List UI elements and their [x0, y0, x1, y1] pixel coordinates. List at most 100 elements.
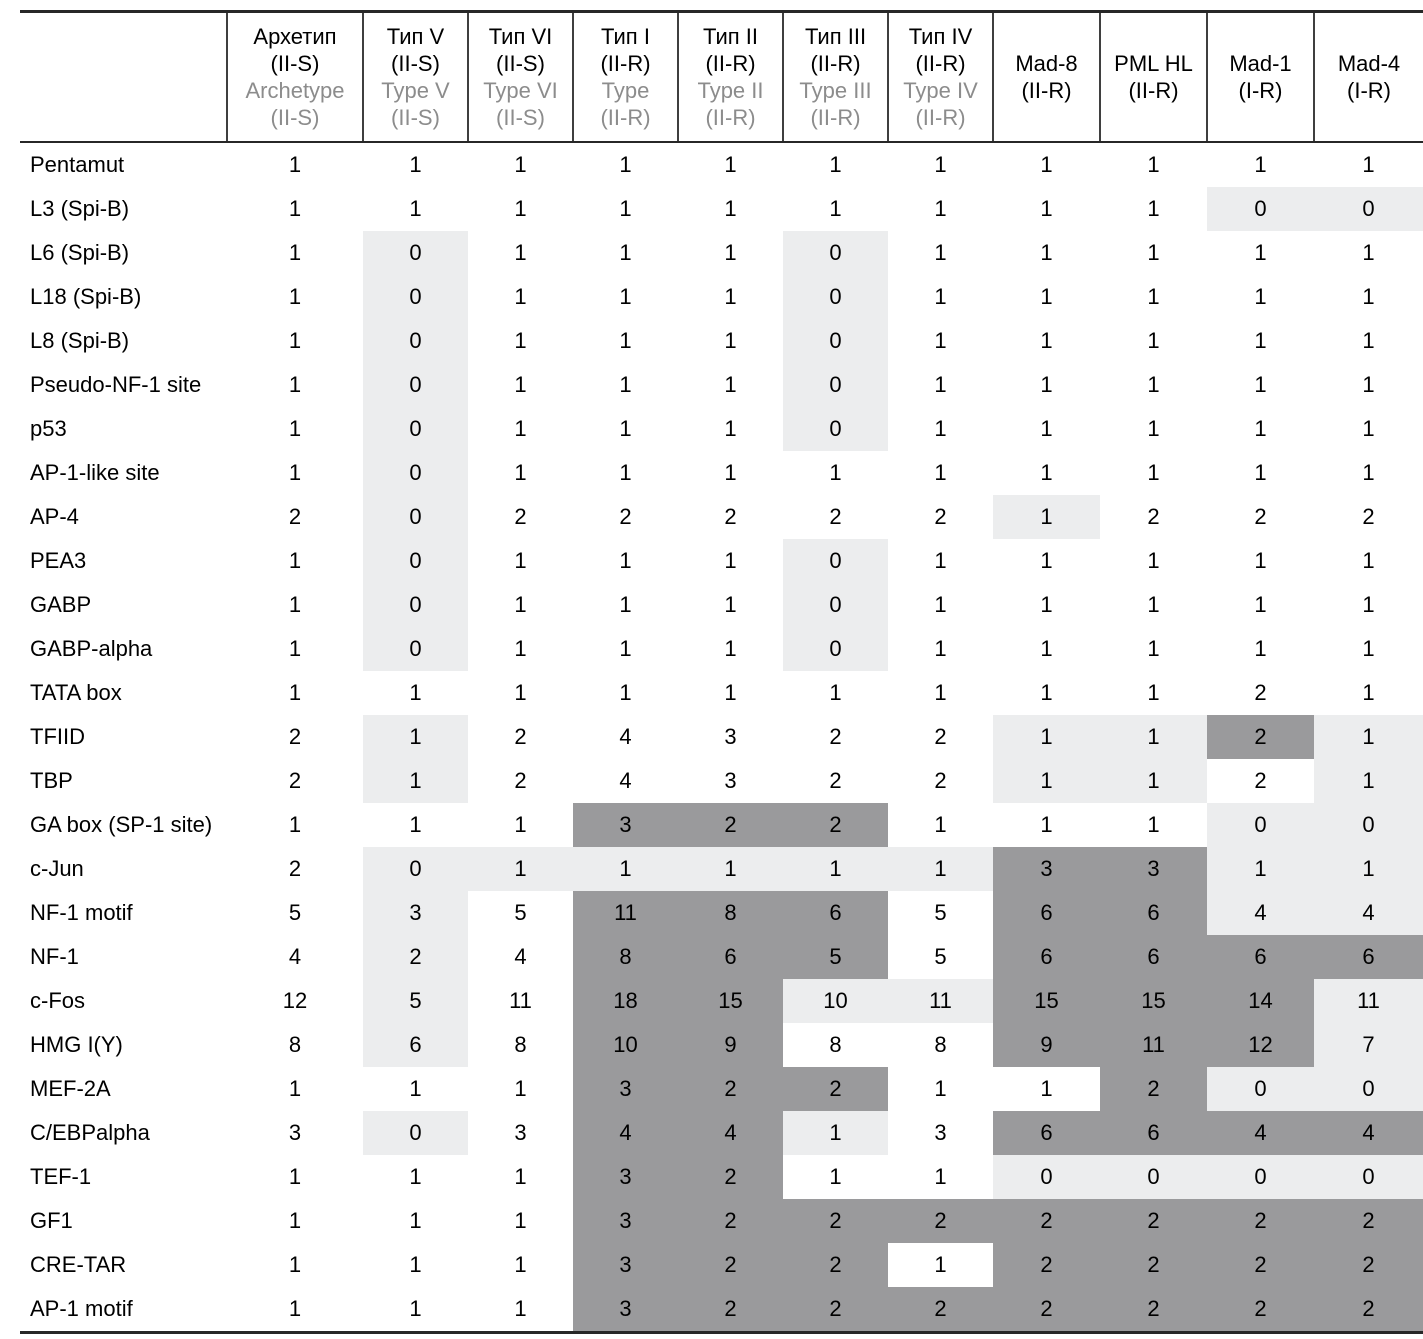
value-cell: 1 — [934, 240, 947, 265]
value-cell: 0 — [363, 495, 468, 539]
value-cell: 2 — [1100, 1287, 1207, 1334]
value-cell: 3 — [993, 847, 1100, 891]
column-subtitle-line: (II-R) — [810, 105, 861, 130]
column-subtitle-line: (II-S) — [496, 105, 545, 130]
value-cell: 18 — [573, 979, 678, 1023]
table-row: GF1 1 1 1 3 2 2 2 2 2 2 2 — [20, 1199, 1423, 1243]
value-cell: 2 — [1207, 715, 1314, 759]
column-header: Тип VI (II-S) Type VI (II-S) — [467, 10, 573, 143]
value-cell: 3 — [573, 1199, 678, 1243]
value-cell: 1 — [288, 152, 302, 177]
row-label: AP-4 — [30, 504, 79, 529]
value-cell: 1 — [934, 636, 947, 661]
column-title-line: Тип II — [702, 24, 758, 49]
table-row: c-Jun 2 0 1 1 1 1 1 3 3 1 1 — [20, 847, 1423, 891]
value-cell: 2 — [678, 803, 783, 847]
value-cell: 3 — [573, 803, 678, 847]
value-cell: 1 — [1362, 416, 1375, 441]
value-cell: 1 — [1362, 328, 1375, 353]
value-cell: 3 — [1100, 847, 1207, 891]
value-cell: 11 — [1314, 979, 1423, 1023]
value-cell: 2 — [1207, 1199, 1314, 1243]
value-cell: 15 — [1100, 979, 1207, 1023]
value-cell: 1 — [1314, 715, 1423, 759]
value-cell: 1 — [1040, 592, 1053, 617]
row-label: c-Fos — [30, 988, 85, 1013]
table-row: NF-1 4 2 4 8 6 5 5 6 6 6 6 — [20, 935, 1423, 979]
value-cell: 0 — [1207, 1155, 1314, 1199]
column-title-line: (I-R) — [1238, 78, 1283, 103]
row-label: L6 (Spi-B) — [30, 240, 130, 265]
value-cell: 1 — [288, 1252, 302, 1277]
value-cell: 4 — [1314, 1111, 1423, 1155]
value-cell: 2 — [724, 504, 737, 529]
column-title-line: (II-S) — [391, 51, 440, 76]
corner-header — [20, 10, 227, 143]
column-header: Mad-4 (I-R) — [1313, 10, 1423, 143]
value-cell: 1 — [1147, 636, 1160, 661]
value-cell: 1 — [783, 1111, 888, 1155]
value-cell: 2 — [934, 724, 947, 749]
value-cell: 1 — [934, 1252, 947, 1277]
value-cell: 2 — [1254, 680, 1267, 705]
value-cell: 3 — [514, 1120, 527, 1145]
value-cell: 1 — [288, 372, 302, 397]
value-cell: 7 — [1314, 1023, 1423, 1067]
value-cell: 1 — [888, 847, 993, 891]
table-row: C/EBPalpha 3 0 3 4 4 1 3 6 6 4 4 — [20, 1111, 1423, 1155]
value-cell: 1 — [934, 1164, 947, 1189]
value-cell: 0 — [1314, 1155, 1423, 1199]
value-cell: 1 — [1362, 284, 1375, 309]
column-title-line: (II-R) — [915, 51, 966, 76]
value-cell: 2 — [783, 1287, 888, 1334]
value-cell: 1 — [1040, 1076, 1053, 1101]
value-cell: 2 — [1254, 768, 1267, 793]
value-cell: 1 — [1147, 240, 1160, 265]
value-cell: 1 — [1207, 847, 1314, 891]
value-cell: 1 — [619, 460, 632, 485]
value-cell: 1 — [1147, 812, 1160, 837]
value-cell: 1 — [934, 548, 947, 573]
value-cell: 1 — [993, 495, 1100, 539]
value-cell: 8 — [514, 1032, 527, 1057]
column-title-line: Тип VI — [488, 24, 553, 49]
value-cell: 1 — [363, 1287, 468, 1334]
value-cell: 8 — [678, 891, 783, 935]
value-cell: 1 — [619, 680, 632, 705]
column-header: Mad-1 (I-R) — [1206, 10, 1314, 143]
value-cell: 2 — [1207, 1243, 1314, 1287]
value-cell: 15 — [993, 979, 1100, 1023]
column-title-line: (II-R) — [705, 51, 756, 76]
column-subtitle-line: (II-R) — [705, 105, 756, 130]
value-cell: 1 — [1147, 460, 1160, 485]
row-label: L8 (Spi-B) — [30, 328, 130, 353]
value-cell: 1 — [409, 1076, 422, 1101]
table-row: TEF-1 1 1 1 3 2 1 1 0 0 0 0 — [20, 1155, 1423, 1199]
value-cell: 2 — [783, 1199, 888, 1243]
value-cell: 0 — [363, 451, 468, 495]
column-header: Тип IV (II-R) Type IV (II-R) — [887, 10, 993, 143]
value-cell: 2 — [829, 768, 842, 793]
row-label: TBP — [30, 768, 73, 793]
value-cell: 1 — [409, 1252, 422, 1277]
value-cell: 1 — [1147, 680, 1160, 705]
row-label: NF-1 — [30, 944, 79, 969]
column-title-line: (II-R) — [600, 51, 651, 76]
column-header: Архетип (II-S) Archetype (II-S) — [226, 10, 363, 143]
value-cell: 3 — [573, 1287, 678, 1334]
value-cell: 0 — [1314, 803, 1423, 847]
value-cell: 1 — [1147, 284, 1160, 309]
value-cell: 1 — [1362, 460, 1375, 485]
value-cell: 1 — [1100, 759, 1207, 803]
row-label: HMG I(Y) — [30, 1032, 123, 1057]
value-cell: 0 — [783, 539, 888, 583]
value-cell: 2 — [288, 856, 302, 881]
value-cell: 1 — [934, 812, 947, 837]
value-cell: 0 — [363, 407, 468, 451]
value-cell: 0 — [993, 1155, 1100, 1199]
value-cell: 1 — [1362, 152, 1375, 177]
value-cell: 1 — [288, 1164, 302, 1189]
value-cell: 1 — [1362, 372, 1375, 397]
value-cell: 1 — [724, 152, 737, 177]
value-cell: 3 — [573, 1155, 678, 1199]
